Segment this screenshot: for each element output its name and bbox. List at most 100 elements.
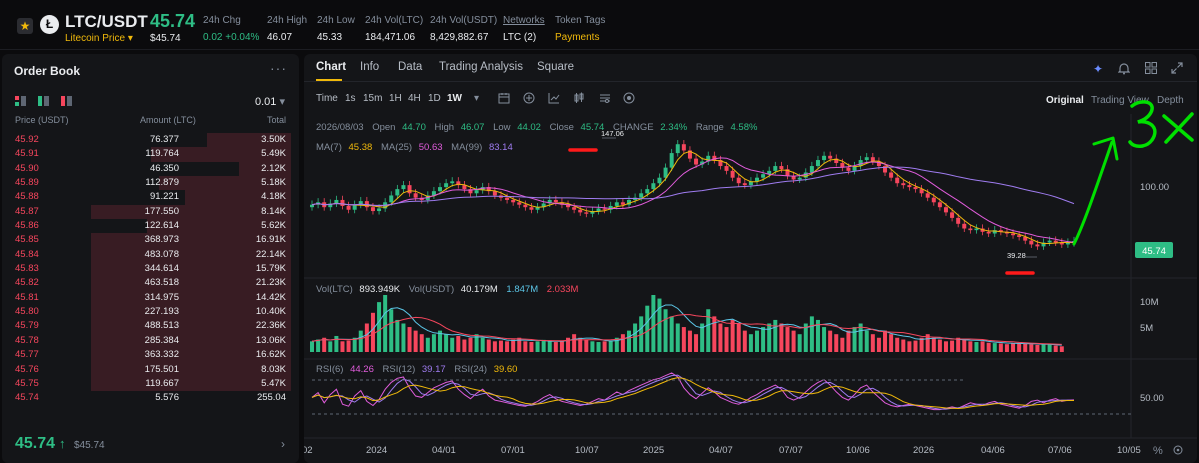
order-book-row[interactable]: 45.89 112.879 5.18K: [2, 176, 299, 191]
order-book-row[interactable]: 45.83 344.614 15.79K: [2, 262, 299, 277]
ohlc-legend: 2026/08/03 Open 44.70 High 46.07 Low 44.…: [316, 122, 758, 133]
volume-bar: [529, 342, 534, 352]
interval-dropdown[interactable]: ▾: [474, 93, 480, 104]
view-trading-view[interactable]: Trading View: [1091, 95, 1149, 106]
volume-bar: [425, 337, 430, 352]
tab-trading-analysis[interactable]: Trading Analysis: [439, 61, 523, 73]
price-chart[interactable]: 2026/08/03 Open 44.70 High 46.07 Low 44.…: [304, 114, 1197, 463]
more-options-icon[interactable]: ···: [270, 60, 287, 76]
bids-view-icon[interactable]: [38, 96, 49, 106]
candle-body: [328, 203, 333, 208]
order-book-row[interactable]: 45.77 363.332 16.62K: [2, 348, 299, 363]
candle-body: [815, 160, 820, 167]
asks-view-icon[interactable]: [61, 96, 72, 106]
order-amount: 488.513: [144, 320, 179, 332]
interval-1h[interactable]: 1H: [389, 93, 402, 104]
ohlc-high-label: High: [435, 122, 455, 133]
view-depth[interactable]: Depth: [1157, 95, 1184, 106]
candle-body: [870, 157, 875, 162]
x-tick-label: 07/01: [501, 445, 525, 456]
volume-bar: [767, 323, 772, 352]
ma7-value: 45.38: [349, 142, 373, 153]
volume-bar: [486, 339, 491, 352]
volume-bar: [663, 309, 668, 352]
stat-label[interactable]: Networks: [503, 15, 545, 26]
order-book-row[interactable]: 45.81 314.975 14.42K: [2, 290, 299, 306]
both-sides-view-icon[interactable]: [15, 96, 26, 106]
last-price: 45.74: [150, 11, 196, 31]
candle-body: [1041, 242, 1046, 247]
candle-body: [748, 181, 753, 186]
candle-body: [718, 160, 723, 167]
percent-icon[interactable]: %: [1153, 445, 1163, 457]
volume-bar: [541, 339, 546, 352]
bell-icon[interactable]: [1117, 62, 1131, 76]
volume-bar: [370, 312, 375, 352]
stat-networks[interactable]: Networks LTC (2): [503, 15, 545, 43]
calendar-icon[interactable]: [497, 92, 510, 105]
order-book-row[interactable]: 45.90 46.350 2.12K: [2, 161, 299, 177]
expand-icon[interactable]: [1170, 62, 1184, 76]
pair-symbol[interactable]: LTC/USDT: [65, 12, 148, 31]
order-book-row[interactable]: 45.79 488.513 22.36K: [2, 319, 299, 334]
precision-select[interactable]: 0.01 ▾: [254, 96, 285, 108]
order-book-row[interactable]: 45.84 483.078 22.14K: [2, 247, 299, 263]
coin-subtitle[interactable]: Litecoin Price ▾: [65, 33, 133, 44]
candle-body: [401, 185, 406, 190]
candle-type-icon[interactable]: [572, 92, 585, 105]
chevron-right-icon[interactable]: ›: [281, 437, 285, 451]
volume-bar: [322, 337, 327, 352]
order-amount: 119.764: [145, 148, 179, 160]
interval-1d[interactable]: 1D: [428, 93, 441, 104]
grid-icon[interactable]: [1144, 62, 1158, 76]
order-total: 22.14K: [255, 248, 286, 260]
interval-1s[interactable]: 1s: [345, 93, 356, 104]
candle-body: [1023, 236, 1028, 241]
sparkle-icon[interactable]: ✦: [1092, 62, 1104, 76]
order-book-row[interactable]: 45.74 5.576 255.04: [2, 391, 299, 405]
star-icon[interactable]: ★: [17, 18, 33, 34]
order-amount: 314.975: [144, 291, 179, 303]
order-book-row[interactable]: 45.86 122.614 5.62K: [2, 219, 299, 234]
target-icon[interactable]: [622, 92, 635, 105]
x-tick-label: 04/06: [981, 445, 1005, 456]
tab-square[interactable]: Square: [537, 61, 575, 73]
rsi6-value: 44.26: [350, 364, 374, 375]
tab-info[interactable]: Info: [360, 61, 380, 73]
interval-15m[interactable]: 15m: [363, 93, 383, 104]
candle-body: [925, 193, 930, 198]
interval-1w[interactable]: 1W: [447, 93, 462, 104]
order-book-row[interactable]: 45.82 463.518 21.23K: [2, 276, 299, 291]
view-original[interactable]: Original: [1046, 95, 1084, 106]
order-book-row[interactable]: 45.88 91.221 4.18K: [2, 190, 299, 205]
volume-bar: [474, 334, 479, 352]
order-book-row[interactable]: 45.76 175.501 8.03K: [2, 362, 299, 377]
tab-chart[interactable]: Chart: [316, 61, 347, 73]
candle-body: [511, 199, 516, 203]
order-book-row[interactable]: 45.80 227.193 10.40K: [2, 305, 299, 320]
indicator-icon[interactable]: [547, 92, 560, 105]
settings-icon[interactable]: [1173, 445, 1183, 455]
volume-bar: [602, 341, 607, 352]
chart-canvas[interactable]: 2026/08/03 Open 44.70 High 46.07 Low 44.…: [304, 114, 1197, 463]
candle-body: [474, 190, 479, 194]
order-book-row[interactable]: 45.91 119.764 5.49K: [2, 147, 299, 162]
order-total: 5.18K: [261, 177, 286, 189]
stat-value[interactable]: Payments: [555, 32, 600, 43]
volume-ma-line: [311, 304, 1062, 346]
candle-body: [834, 158, 839, 163]
ohlc-low: 44.02: [517, 122, 541, 133]
order-book-row[interactable]: 45.75 119.667 5.47K: [2, 376, 299, 392]
tab-data[interactable]: Data: [398, 61, 423, 73]
settings-icon[interactable]: [598, 92, 611, 105]
volume-bar: [1059, 346, 1064, 352]
volume-bar: [919, 337, 924, 352]
order-book-row[interactable]: 45.87 177.550 8.14K: [2, 204, 299, 220]
order-book-row[interactable]: 45.85 368.973 16.91K: [2, 233, 299, 248]
interval-4h[interactable]: 4H: [408, 93, 421, 104]
order-book-row[interactable]: 45.92 76.377 3.50K: [2, 133, 299, 148]
order-price: 45.75: [15, 377, 39, 389]
crosshair-icon[interactable]: [522, 92, 535, 105]
order-book-row[interactable]: 45.78 285.384 13.06K: [2, 333, 299, 349]
candle-body: [724, 166, 729, 171]
